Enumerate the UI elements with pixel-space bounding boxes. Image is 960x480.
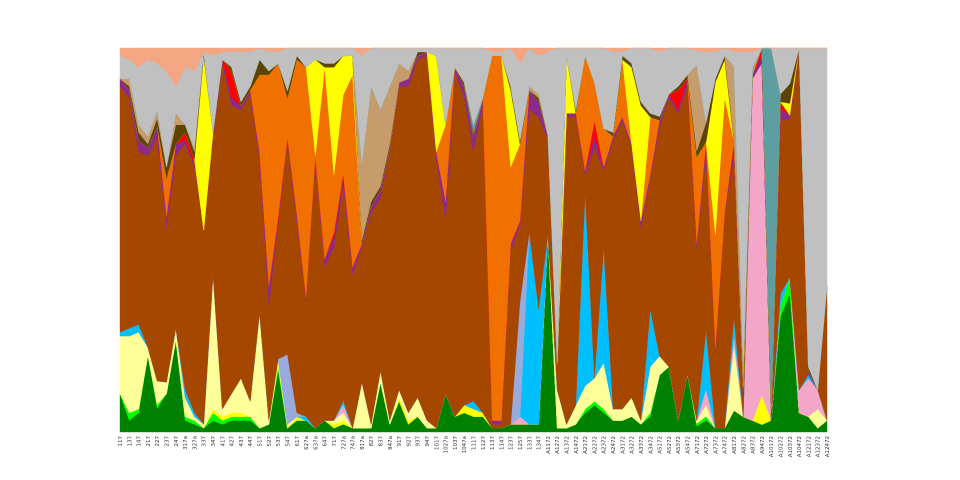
x-tick-label: 247: [174, 436, 180, 447]
x-tick-label: 837: [378, 436, 384, 447]
x-tick-label: A5372: [676, 436, 682, 454]
x-tick-label: A5172: [658, 436, 664, 454]
x-tick-label: 517: [258, 436, 264, 447]
x-tick-label: A5272: [667, 436, 673, 454]
x-tick-label: A3372: [639, 436, 645, 454]
x-tick-label: 337: [202, 436, 208, 447]
x-tick-label: A8172: [732, 436, 738, 454]
x-tick-label: 327a: [192, 436, 198, 450]
x-tick-label: A12472: [825, 436, 831, 457]
x-tick-label: 637a: [313, 436, 319, 450]
x-tick-label: 447: [248, 436, 254, 447]
x-tick-label: 937: [416, 436, 422, 447]
x-tick-label: A5472: [685, 436, 691, 454]
x-tick-label: A8372: [751, 436, 757, 454]
x-tick-label: A10372: [788, 436, 794, 457]
x-tick-label: 917: [397, 436, 403, 447]
x-tick-label: 1147: [499, 436, 505, 450]
x-tick-label: 1137: [490, 436, 496, 450]
x-tick-label: 617: [295, 436, 301, 447]
x-tick-label: A9472: [760, 436, 766, 454]
x-tick-label: A1472: [574, 436, 580, 454]
x-tick-label: 717: [332, 436, 338, 447]
x-tick-label: 1117: [472, 436, 478, 450]
x-tick-label: 827: [369, 436, 375, 447]
x-tick-label: 527: [267, 436, 273, 447]
x-tick-label: A3172: [620, 436, 626, 454]
x-axis-tick-labels: 117 137 147 217 227 237 247 317a 327a 337 347 417 42…: [118, 436, 831, 458]
x-tick-label: 1257: [518, 436, 524, 450]
x-tick-label: 627a: [304, 436, 310, 450]
x-tick-label: A10472: [797, 436, 803, 457]
x-tick-label: A1372: [565, 436, 571, 454]
x-tick-label: A3272: [630, 436, 636, 454]
x-tick-label: 727a: [341, 436, 347, 450]
x-tick-label: 1047a: [462, 436, 468, 453]
x-tick-label: A7372: [713, 436, 719, 454]
x-tick-label: 1237: [509, 436, 515, 450]
x-tick-label: A1172: [546, 436, 552, 454]
x-tick-label: 847a: [388, 436, 394, 450]
x-tick-label: 437: [239, 436, 245, 447]
x-tick-label: 227: [155, 436, 161, 447]
x-tick-label: 1027a: [444, 436, 450, 453]
x-tick-label: 427: [230, 436, 236, 447]
area-series-17: [119, 47, 827, 87]
area-series-group: [119, 47, 828, 433]
x-tick-label: 1037: [453, 436, 459, 450]
x-tick-label: A3472: [648, 436, 654, 454]
x-tick-label: 1347: [537, 436, 543, 450]
x-tick-label: 237: [165, 436, 171, 447]
x-tick-label: A8272: [741, 436, 747, 454]
x-tick-label: 1337: [527, 436, 533, 450]
x-tick-label: A2272: [592, 436, 598, 454]
x-tick-label: 947: [425, 436, 431, 447]
x-tick-label: 147: [137, 436, 143, 447]
x-tick-label: 347: [211, 436, 217, 447]
x-tick-label: 417: [220, 436, 226, 447]
x-tick-label: 217: [146, 436, 152, 447]
x-tick-label: 137: [127, 436, 133, 447]
x-tick-label: A2172: [583, 436, 589, 454]
x-tick-label: 927: [406, 436, 412, 447]
x-tick-label: 1127: [481, 436, 487, 450]
x-tick-label: A1272: [555, 436, 561, 454]
x-tick-label: A12172: [806, 436, 812, 457]
x-tick-label: 317a: [183, 436, 189, 450]
x-tick-label: A7272: [704, 436, 710, 454]
x-tick-label: A12372: [816, 436, 822, 457]
x-tick-label: 1017: [434, 436, 440, 450]
x-tick-label: 537: [276, 436, 282, 447]
x-tick-label: 647: [323, 436, 329, 447]
x-tick-label: A2472: [611, 436, 617, 454]
x-tick-label: A2372: [602, 436, 608, 454]
x-tick-label: 547: [285, 436, 291, 447]
x-tick-label: 747a: [351, 436, 357, 450]
x-tick-label: A7472: [723, 436, 729, 454]
x-tick-label: A7172: [695, 436, 701, 454]
x-tick-label: A10272: [778, 436, 784, 457]
x-tick-label: 117: [118, 436, 124, 447]
x-tick-label: A10172: [769, 436, 775, 457]
x-tick-label: 817a: [360, 436, 366, 450]
